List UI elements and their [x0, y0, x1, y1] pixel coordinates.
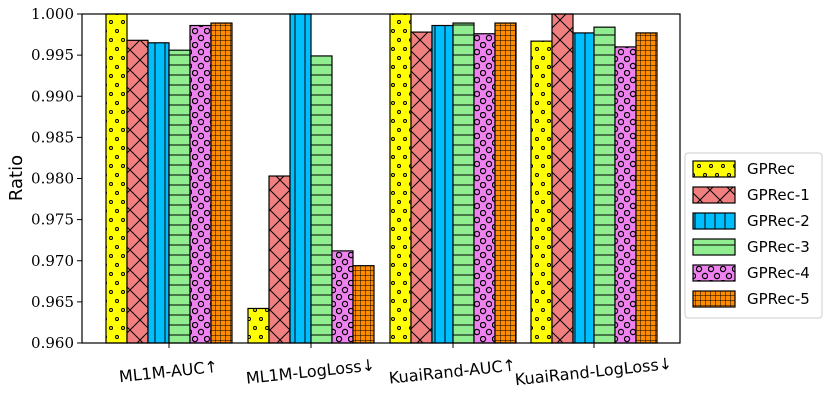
bar-hatch	[572, 32, 595, 344]
legend-swatch-hatch	[692, 264, 736, 282]
bar-hatch	[168, 49, 191, 344]
legend-label: GPRec-1	[747, 186, 810, 204]
bar-hatch	[614, 46, 637, 344]
bar-hatch	[189, 24, 212, 344]
x-category-label: KuaiRand-AUC↑	[388, 355, 517, 387]
y-tick-label: 0.995	[31, 46, 74, 64]
legend-swatch-hatch	[692, 160, 736, 178]
y-axis-label: Ratio	[6, 155, 27, 201]
bar-hatch	[593, 26, 616, 344]
legend-label: GPRec-4	[747, 264, 810, 282]
legend-swatch-hatch	[692, 212, 736, 230]
legend-label: GPRec-2	[747, 212, 810, 230]
x-category-label: KuaiRand-LogLoss↓	[514, 354, 673, 389]
bar-hatch	[530, 40, 553, 344]
plot-frame	[81, 13, 681, 344]
bar-hatch	[431, 24, 454, 344]
x-category-label: ML1M-AUC↑	[118, 357, 219, 386]
bar-hatch	[352, 265, 375, 344]
bar-hatch	[551, 13, 574, 344]
bar-hatch	[410, 31, 433, 344]
bar-hatch	[126, 39, 149, 344]
bar-hatch	[310, 55, 333, 344]
bar-hatch	[494, 22, 517, 344]
legend-label: GPRec	[747, 160, 795, 178]
bar-hatch	[268, 175, 291, 344]
bar-hatch	[247, 307, 270, 344]
bar-hatch	[331, 250, 354, 344]
y-tick-label: 0.990	[31, 87, 74, 105]
legend-swatch-hatch	[692, 290, 736, 308]
bar-hatch	[635, 32, 658, 344]
bar-hatch	[473, 33, 496, 344]
bar-hatch	[210, 22, 233, 344]
bar-hatch	[289, 13, 312, 344]
y-tick-label: 0.965	[31, 293, 74, 311]
legend-swatch-hatch	[692, 238, 736, 256]
y-tick-label: 0.970	[31, 252, 74, 270]
bar-hatch	[389, 13, 412, 344]
legend-label: GPRec-5	[747, 290, 810, 308]
legend-swatch-hatch	[692, 186, 736, 204]
x-category-label: ML1M-LogLoss↓	[245, 355, 376, 387]
bar-hatch	[105, 13, 128, 344]
bar-hatch	[147, 42, 170, 344]
y-tick-label: 0.975	[31, 211, 74, 229]
y-tick-label: 0.980	[31, 170, 74, 188]
y-tick-label: 1.000	[31, 5, 74, 23]
y-tick-label: 0.960	[31, 334, 74, 352]
y-tick-label: 0.985	[31, 128, 74, 146]
legend-label: GPRec-3	[747, 238, 810, 256]
bar-hatch	[452, 22, 475, 344]
